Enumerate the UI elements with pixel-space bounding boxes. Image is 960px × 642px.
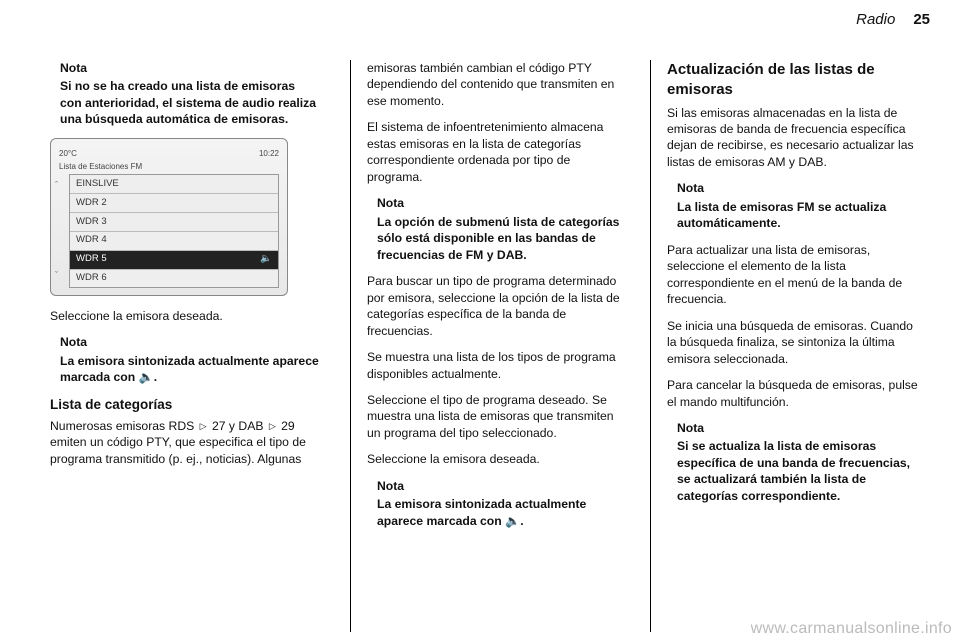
nota-label: Nota: [377, 195, 620, 211]
station-row: WDR 4: [70, 232, 278, 251]
nota-body: Si se actualiza la lista de emisoras esp…: [677, 438, 920, 504]
speaker-icon: 🔈: [260, 253, 272, 266]
nota-label: Nota: [60, 334, 320, 350]
scroll-up-indicator: ˆ: [55, 179, 58, 191]
xref-icon: [267, 419, 278, 433]
screenshot-clock: 10:22: [259, 149, 279, 160]
paragraph: Seleccione la emisora deseada.: [50, 308, 320, 324]
paragraph: Se muestra una lista de los tipos de pro…: [367, 349, 620, 382]
watermark: www.carmanualsonline.info: [751, 620, 952, 638]
station-row: WDR 6: [70, 270, 278, 288]
scroll-down-indicator: ˇ: [55, 269, 58, 281]
column-3: Actualización de las listas de emisoras …: [650, 60, 920, 632]
station-row: WDR 2: [70, 194, 278, 213]
paragraph: Para actualizar una lista de emisoras, s…: [667, 242, 920, 308]
heading-actualizacion: Actualización de las listas de emisoras: [667, 60, 920, 101]
station-row: WDR 3: [70, 213, 278, 232]
paragraph: Numerosas emisoras RDS 27 y DAB 29 emite…: [50, 418, 320, 467]
nota-body: La opción de submenú lista de categorías…: [377, 214, 620, 263]
paragraph: Seleccione el tipo de programa deseado. …: [367, 392, 620, 441]
nota-label: Nota: [60, 60, 320, 76]
station-row-label: WDR 5: [76, 253, 107, 266]
screenshot-title: Lista de Estaciones FM: [59, 162, 279, 173]
radio-screenshot: 20°C 10:22 Lista de Estaciones FM ˆ ˇ EI…: [50, 138, 288, 296]
paragraph: Se inicia una búsqueda de emisoras. Cuan…: [667, 318, 920, 367]
paragraph: El sistema de infoentretenimiento almace…: [367, 119, 620, 185]
text-fragment: 27 y DAB: [209, 419, 267, 433]
subheading-categorias: Lista de categorías: [50, 396, 320, 414]
nota-label: Nota: [677, 180, 920, 196]
xref-icon: [198, 419, 209, 433]
nota-body: La lista de emisoras FM se actualiza aut…: [677, 199, 920, 232]
station-row-selected: WDR 5 🔈: [70, 251, 278, 270]
nota-label: Nota: [377, 478, 620, 494]
column-2: emisoras también cambian el código PTY d…: [350, 60, 620, 632]
paragraph: Para cancelar la búsqueda de emisoras, p…: [667, 377, 920, 410]
nota-body: La emisora sintonizada actualmente apare…: [60, 353, 320, 386]
nota-body: La emisora sintonizada actualmente apare…: [377, 496, 620, 529]
header-page-number: 25: [913, 11, 930, 28]
heading-line2: emisoras: [667, 81, 733, 98]
screenshot-temp: 20°C: [59, 149, 77, 160]
paragraph: Si las emisoras almacenadas en la lista …: [667, 105, 920, 171]
nota-body: Si no se ha creado una lista de emisoras…: [60, 78, 320, 127]
column-1: Nota Si no se ha creado una lista de emi…: [50, 60, 320, 632]
nota-label: Nota: [677, 420, 920, 436]
paragraph: emisoras también cambian el código PTY d…: [367, 60, 620, 109]
station-list: EINSLIVE WDR 2 WDR 3 WDR 4 WDR 5 🔈 WDR 6: [69, 174, 279, 288]
station-row: EINSLIVE: [70, 175, 278, 194]
page-header: Radio 25: [0, 0, 960, 38]
paragraph: Seleccione la emisora deseada.: [367, 451, 620, 467]
columns: Nota Si no se ha creado una lista de emi…: [50, 60, 920, 632]
page: Radio 25 Nota Si no se ha creado una lis…: [0, 0, 960, 642]
text-fragment: Numerosas emisoras RDS: [50, 419, 198, 433]
header-section: Radio: [856, 11, 895, 28]
paragraph: Para buscar un tipo de programa determin…: [367, 273, 620, 339]
heading-line1: Actualización de las listas de: [667, 61, 875, 78]
